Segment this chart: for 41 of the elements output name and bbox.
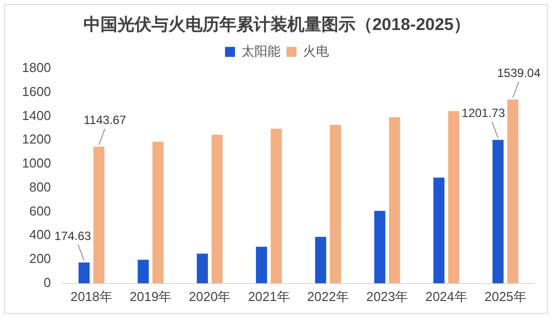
y-tick-label: 600: [29, 203, 51, 218]
y-tick-label: 1200: [22, 132, 51, 147]
bar: [507, 100, 518, 284]
x-tick-label: 2021年: [248, 288, 290, 304]
legend-label: 太阳能: [242, 43, 280, 58]
y-tick-label: 0: [44, 274, 51, 290]
bar: [330, 124, 341, 284]
y-tick-label: 1400: [22, 108, 51, 123]
y-tick-label: 1000: [22, 156, 51, 171]
data-label: 1539.04: [497, 66, 541, 80]
x-tick-label: 2020年: [188, 288, 231, 304]
data-label: 1201.73: [462, 106, 506, 120]
x-tick-label: 2019年: [130, 288, 172, 304]
legend-label: 火电: [303, 43, 329, 58]
y-tick-label: 400: [29, 227, 51, 242]
y-tick-label: 1800: [22, 60, 51, 75]
data-label: 174.63: [54, 228, 92, 243]
bar: [196, 254, 208, 284]
x-tick-label: 2018年: [70, 288, 112, 304]
x-tick-label: 2023年: [366, 288, 408, 304]
bar: [78, 262, 90, 284]
y-tick-label: 200: [29, 251, 51, 266]
bar: [256, 246, 268, 284]
x-tick-label: 2024年: [425, 288, 468, 304]
x-tick-label: 2025年: [484, 288, 526, 304]
bar: [212, 134, 223, 284]
data-label: 1143.67: [84, 113, 126, 128]
bar: [93, 146, 104, 284]
bar: [492, 140, 504, 284]
bar: [389, 117, 400, 284]
bar: [315, 236, 326, 284]
chart-title: 中国光伏与火电历年累计装机量图示（2018-2025）: [83, 14, 471, 34]
bar: [270, 128, 282, 284]
bar: [374, 210, 386, 284]
bar: [448, 111, 460, 284]
x-tick-label: 2022年: [307, 288, 349, 304]
y-tick-label: 800: [29, 179, 51, 194]
bar: [433, 178, 444, 284]
bar: [152, 142, 164, 284]
y-tick-label: 1600: [22, 84, 51, 99]
bar: [138, 260, 149, 284]
